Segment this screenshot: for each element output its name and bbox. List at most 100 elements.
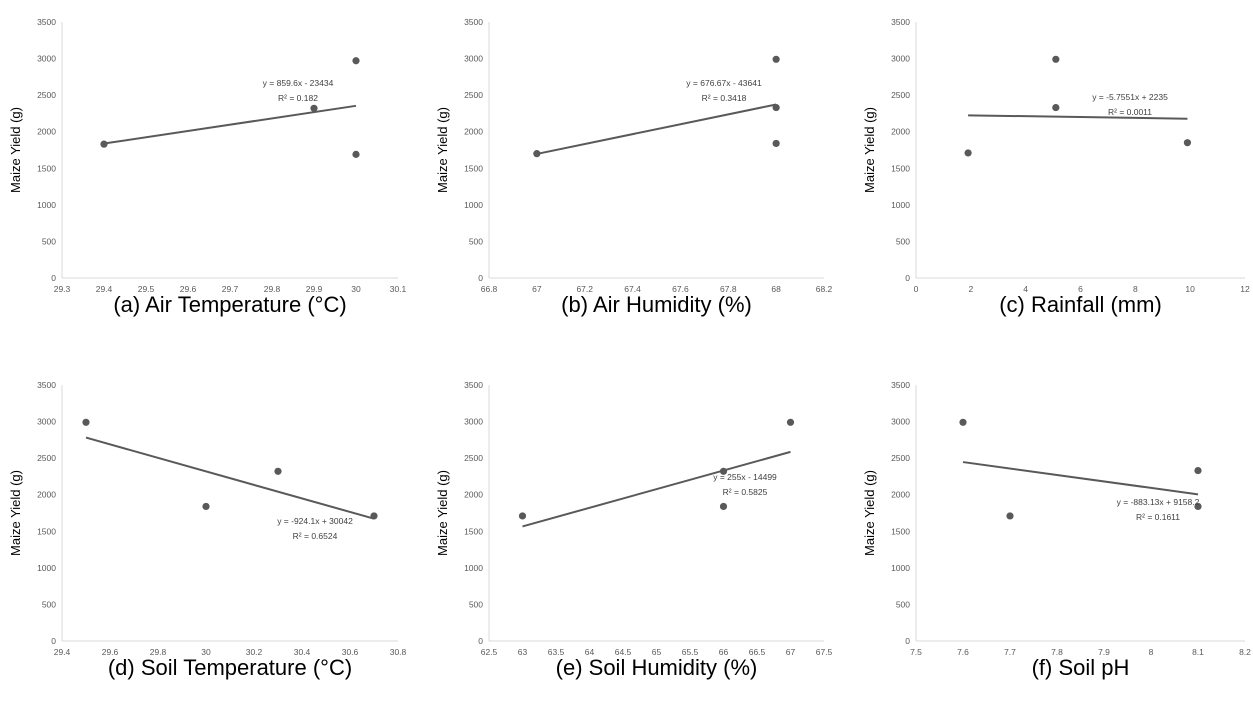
y-tick-label: 3000 (891, 417, 910, 427)
y-tick-label: 0 (478, 273, 483, 283)
x-tick-label: 6 (1078, 284, 1083, 294)
y-tick-label: 500 (42, 236, 56, 246)
scatter-panel-2: 0 500 1000 1500 2000 2500 3000 3500 66.8 67 67.2 67… (435, 17, 833, 317)
data-point (202, 502, 210, 511)
x-tick-label: 12 (1240, 284, 1250, 294)
data-point (786, 418, 795, 426)
trendline-equation: y = 859.6x - 23434 (263, 78, 334, 88)
trendline-equation: y = 676.67x - 43641 (686, 78, 762, 88)
data-point (100, 140, 108, 148)
y-tick-label: 2000 (464, 127, 483, 137)
data-point (274, 467, 282, 475)
y-tick-label: 1000 (891, 563, 910, 573)
y-tick-label: 3500 (37, 380, 56, 390)
data-point (772, 55, 780, 63)
data-point (310, 104, 318, 112)
y-tick-label: 3000 (464, 54, 483, 64)
x-tick-label: 8 (1149, 647, 1154, 657)
x-tick-label: 29.7 (222, 284, 239, 294)
trendline (522, 450, 791, 528)
data-point (352, 150, 360, 158)
y-tick-label: 500 (469, 236, 483, 246)
x-tick-label: 67 (786, 647, 796, 657)
y-tick-label: 500 (42, 599, 56, 609)
y-tick-label: 3500 (37, 17, 56, 27)
x-tick-label: 67.6 (672, 284, 689, 294)
scatter-panel-6: 0 500 1000 1500 2000 2500 3000 3500 7.5 7.6 7.7 7.8… (862, 380, 1251, 680)
x-tick-label: 30 (351, 284, 361, 294)
y-tick-label: 2000 (891, 490, 910, 500)
trendline (536, 103, 777, 155)
data-point (1194, 466, 1202, 475)
y-tick-label: 1500 (37, 526, 56, 536)
x-tick-label: 30.4 (294, 647, 311, 657)
x-tick-label: 66 (719, 647, 729, 657)
trendline-equation: y = -5.7551x + 2235 (1092, 92, 1168, 102)
y-tick-label: 2500 (891, 90, 910, 100)
x-tick-label: 67.8 (720, 284, 737, 294)
x-tick-label: 29.5 (138, 284, 155, 294)
x-tick-label: 30.6 (342, 647, 359, 657)
panel-caption: (f) Soil pH (1032, 655, 1130, 680)
x-tick-label: 0 (914, 284, 919, 294)
trendline (85, 436, 375, 520)
data-point (518, 512, 527, 520)
y-axis-label: Maize Yield (g) (8, 470, 23, 556)
x-tick-label: 64.5 (615, 647, 632, 657)
x-tick-label: 67 (532, 284, 542, 294)
y-tick-label: 500 (469, 599, 483, 609)
y-tick-label: 1000 (37, 200, 56, 210)
data-point (959, 418, 967, 426)
x-tick-label: 66.5 (749, 647, 766, 657)
y-tick-label: 2500 (37, 453, 56, 463)
x-tick-label: 29.8 (264, 284, 281, 294)
x-tick-label: 8 (1133, 284, 1138, 294)
x-tick-label: 65.5 (682, 647, 699, 657)
panel-caption: (c) Rainfall (mm) (999, 292, 1162, 317)
trendline-equation: y = -924.1x + 30042 (277, 516, 353, 526)
panel-caption: (e) Soil Humidity (%) (556, 655, 758, 680)
data-point (533, 150, 541, 158)
y-tick-label: 2000 (37, 127, 56, 137)
data-point (772, 139, 780, 148)
x-tick-label: 30.1 (390, 284, 407, 294)
x-tick-label: 29.9 (306, 284, 323, 294)
data-point (352, 57, 360, 65)
y-tick-label: 0 (905, 273, 910, 283)
r-squared-label: R² = 0.6524 (293, 531, 338, 541)
x-tick-label: 7.9 (1098, 647, 1110, 657)
panel-caption: (b) Air Humidity (%) (561, 292, 752, 317)
y-tick-label: 0 (51, 273, 56, 283)
y-tick-label: 2500 (464, 90, 483, 100)
x-tick-label: 66.8 (481, 284, 498, 294)
x-tick-label: 30 (201, 647, 211, 657)
data-point (1006, 512, 1014, 520)
y-tick-label: 3500 (891, 17, 910, 27)
y-tick-label: 3000 (37, 54, 56, 64)
trendline-equation: y = -883.13x + 9158.2 (1117, 497, 1200, 507)
x-tick-label: 29.6 (180, 284, 197, 294)
r-squared-label: R² = 0.3418 (702, 93, 747, 103)
x-tick-label: 7.6 (957, 647, 969, 657)
x-tick-label: 30.2 (246, 647, 263, 657)
y-axis-label: Maize Yield (g) (435, 470, 450, 556)
y-tick-label: 0 (905, 636, 910, 646)
trendline (962, 461, 1199, 496)
y-tick-label: 0 (478, 636, 483, 646)
x-tick-label: 63.5 (548, 647, 565, 657)
x-tick-label: 30.8 (390, 647, 407, 657)
panel-caption: (a) Air Temperature (°C) (113, 292, 346, 317)
scatter-panel-3: 0 500 1000 1500 2000 2500 3000 3500 0 2 4 6 8 10 12 Mai… (862, 17, 1250, 317)
panel-caption: (d) Soil Temperature (°C) (108, 655, 352, 680)
x-tick-label: 63 (518, 647, 528, 657)
r-squared-label: R² = 0.1611 (1136, 512, 1180, 522)
y-tick-label: 2000 (37, 490, 56, 500)
x-tick-label: 29.4 (96, 284, 113, 294)
x-tick-label: 29.3 (54, 284, 71, 294)
y-tick-label: 1500 (37, 163, 56, 173)
x-tick-label: 7.7 (1004, 647, 1016, 657)
x-tick-label: 4 (1023, 284, 1028, 294)
scatter-panel-1: 0 500 1000 1500 2000 2500 3000 3500 29.3 29.4 29.5… (8, 17, 407, 317)
data-point (1183, 139, 1192, 147)
y-tick-label: 1000 (37, 563, 56, 573)
